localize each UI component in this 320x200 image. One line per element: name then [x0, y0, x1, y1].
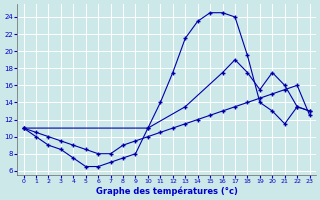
X-axis label: Graphe des températures (°c): Graphe des températures (°c) [96, 186, 237, 196]
